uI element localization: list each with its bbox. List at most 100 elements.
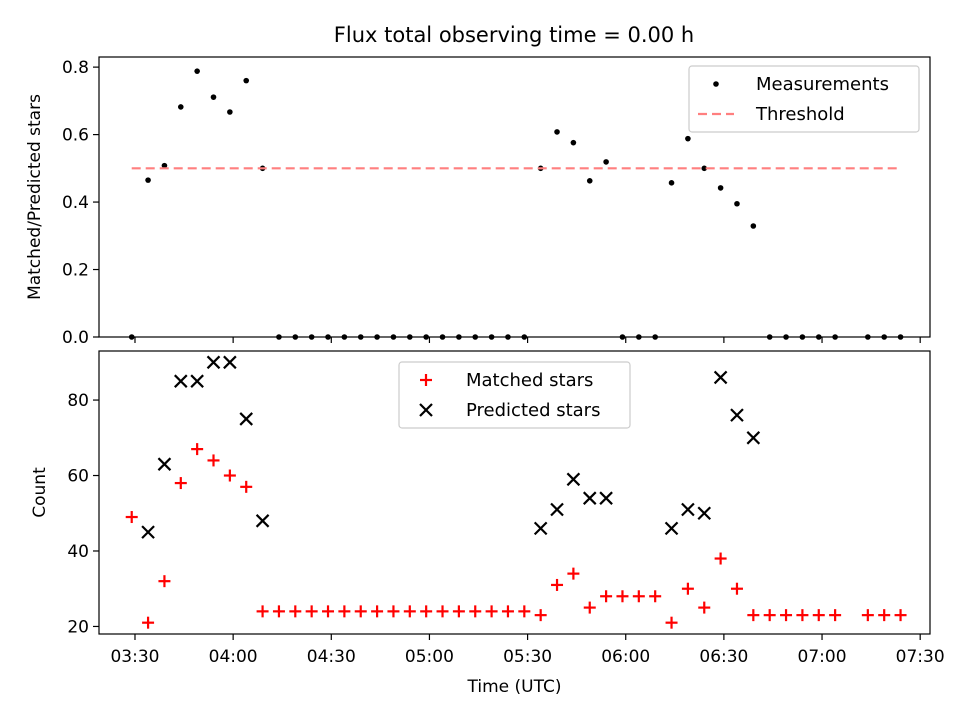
top-ytick-label: 0.2 bbox=[62, 261, 89, 281]
legend-label: Matched stars bbox=[466, 370, 593, 391]
measurement-point bbox=[734, 200, 740, 207]
matched-star-point bbox=[616, 590, 629, 603]
predicted-star-point bbox=[157, 457, 172, 471]
legend-swatch-dot bbox=[713, 81, 719, 87]
top-ytick-label: 0.8 bbox=[62, 58, 89, 78]
matched-star-point bbox=[501, 605, 514, 618]
matched-star-point bbox=[567, 567, 580, 580]
predicted-star-point-b bbox=[206, 355, 221, 370]
measurement-point bbox=[210, 94, 217, 100]
measurement-point bbox=[194, 68, 200, 74]
predicted-star-point-b bbox=[157, 457, 172, 471]
predicted-star-point bbox=[599, 491, 613, 505]
predicted-star-point-b bbox=[255, 514, 270, 528]
predicted-star-point-b bbox=[746, 431, 761, 445]
top-legend: Measurements Threshold bbox=[688, 65, 920, 133]
matched-star-point bbox=[371, 605, 384, 618]
bottom-ytick-label: 20 bbox=[67, 617, 89, 637]
matched-star-point bbox=[534, 609, 547, 622]
top-ytick-label: 0.4 bbox=[62, 193, 89, 213]
legend-swatch-x bbox=[419, 403, 433, 417]
top-ytick-label: 0.0 bbox=[62, 328, 89, 348]
bottom-x-tick-labels: 03:30 04:00 04:30 05:00 05:30 06:00 06:30 07:00… bbox=[110, 647, 944, 667]
bottom-axes-frame bbox=[98, 350, 931, 635]
predicted-star-point-b bbox=[550, 502, 564, 517]
bottom-ytick-label: 60 bbox=[67, 467, 89, 487]
matched-star-point bbox=[403, 605, 416, 618]
matched-star-point bbox=[649, 590, 662, 603]
predicted-star-point bbox=[550, 502, 564, 517]
top-tick-marks bbox=[93, 66, 921, 343]
matched-star-point bbox=[861, 609, 874, 622]
matched-star-point bbox=[305, 605, 318, 618]
legend-swatch-x-b bbox=[419, 403, 433, 417]
predicted-star-point bbox=[223, 355, 237, 370]
matched-star-point bbox=[878, 609, 891, 622]
matched-star-point bbox=[452, 605, 465, 618]
matched-star-point bbox=[289, 605, 302, 618]
legend-swatch-plus bbox=[420, 374, 432, 386]
legend-label: Threshold bbox=[755, 104, 845, 125]
measurement-point bbox=[603, 159, 609, 165]
bottom-y-tick-labels: 20 40 60 80 bbox=[67, 391, 89, 637]
matched-star-point bbox=[420, 605, 433, 618]
top-plot-area bbox=[128, 68, 904, 340]
measurement-point bbox=[145, 177, 151, 183]
predicted-star-point bbox=[239, 412, 254, 426]
predicted-star-point bbox=[255, 514, 270, 528]
bottom-legend: Matched stars Predicted stars bbox=[398, 361, 631, 429]
matched-star-point bbox=[240, 480, 253, 493]
matched-star-point bbox=[387, 605, 400, 618]
predicted-star-point bbox=[730, 408, 744, 422]
matched-star-point bbox=[354, 605, 367, 618]
matched-star-point bbox=[207, 454, 220, 467]
top-axes-frame bbox=[98, 56, 931, 338]
matched-star-point bbox=[698, 601, 711, 614]
predicted-star-point bbox=[190, 374, 204, 388]
legend-label: Predicted stars bbox=[466, 400, 600, 421]
matched-star-point bbox=[191, 443, 204, 456]
measurement-point bbox=[668, 180, 675, 186]
predicted-star-point bbox=[664, 521, 679, 536]
predicted-star-point bbox=[141, 525, 155, 539]
measurement-point bbox=[243, 77, 250, 84]
measurement-point bbox=[161, 162, 168, 169]
predicted-star-point-b bbox=[239, 412, 254, 426]
measurement-point bbox=[701, 165, 708, 172]
matched-star-point bbox=[812, 609, 825, 622]
matched-star-point bbox=[665, 616, 678, 629]
top-axes: 0.00.20.40.60.8 Matched/Predicted stars … bbox=[25, 56, 931, 348]
bottom-ytick-label: 80 bbox=[67, 391, 89, 411]
measurement-point bbox=[685, 135, 691, 142]
predicted-star-point bbox=[206, 355, 221, 370]
predicted-star-point bbox=[713, 370, 728, 385]
matched-star-point bbox=[142, 616, 155, 629]
matched-star-point bbox=[730, 582, 743, 595]
predicted-star-point-b bbox=[599, 491, 613, 505]
matched-star-point bbox=[125, 511, 138, 524]
matched-star-point bbox=[780, 609, 793, 622]
matched-star-point bbox=[829, 609, 842, 622]
bottom-plot-area bbox=[125, 355, 907, 629]
bottom-y-axis-label: Count bbox=[30, 467, 50, 518]
predicted-star-point-b bbox=[730, 408, 744, 422]
x-tick-label: 04:00 bbox=[209, 647, 258, 667]
measurement-point bbox=[717, 185, 724, 191]
x-axis-label: Time (UTC) bbox=[467, 677, 562, 697]
matched-star-point bbox=[272, 605, 285, 618]
x-tick-label: 07:30 bbox=[896, 647, 945, 667]
predicted-star-point bbox=[697, 506, 712, 521]
matched-star-point bbox=[796, 609, 809, 622]
matched-star-point bbox=[174, 477, 187, 490]
matched-star-point bbox=[747, 609, 760, 622]
matched-star-point bbox=[583, 601, 596, 614]
legend-box bbox=[398, 361, 631, 429]
matched-star-point bbox=[469, 605, 482, 618]
predicted-star-point bbox=[681, 502, 695, 517]
chart-title: Flux total observing time = 0.00 h bbox=[334, 23, 694, 47]
measurement-point bbox=[570, 139, 577, 146]
predicted-star-point-b bbox=[681, 502, 695, 517]
matched-star-point bbox=[256, 605, 269, 618]
matched-star-point bbox=[338, 605, 351, 618]
